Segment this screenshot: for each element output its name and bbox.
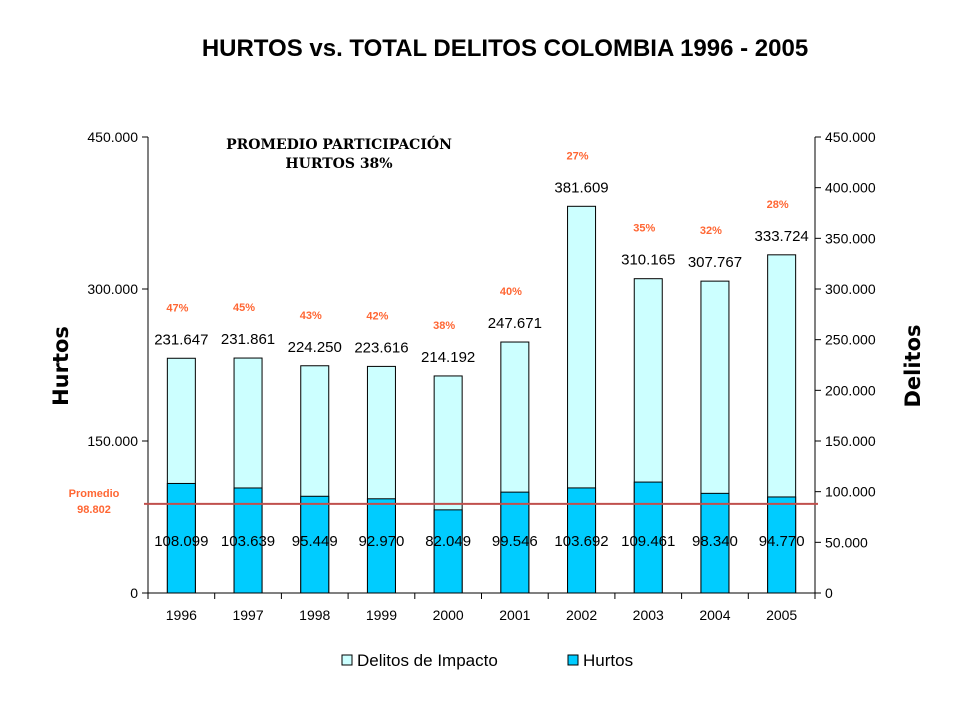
x-tick-label-2004: 2004	[699, 607, 730, 623]
percent-label-1999: 42%	[366, 310, 388, 322]
percent-label-2000: 38%	[433, 320, 455, 332]
y-tick-label-right-3: 150.000	[825, 433, 876, 449]
bar-hurtos-2001	[500, 491, 530, 594]
bar-hurtos-1996	[166, 482, 196, 594]
value-label-total-1997: 231.861	[221, 331, 275, 348]
y-axis-title-right: Delitos	[901, 324, 925, 407]
percent-label-2004: 32%	[700, 225, 722, 237]
value-label-total-2001: 247.671	[488, 315, 542, 332]
x-tick-label-1998: 1998	[299, 607, 330, 623]
participation-annotation: PROMEDIO PARTICIPACIÓN HURTOS 38%	[226, 135, 452, 172]
x-tick-label-1996: 1996	[166, 607, 197, 623]
percent-label-1998: 43%	[300, 310, 322, 322]
average-label-2: 98.802	[77, 504, 111, 516]
value-label-hurtos-1996: 108.099	[154, 533, 208, 550]
bar-hurtos-2003	[633, 481, 663, 594]
annotation-line-1: PROMEDIO PARTICIPACIÓN	[226, 135, 452, 153]
x-tick-label-1997: 1997	[232, 607, 263, 623]
percent-label-2003: 35%	[633, 223, 655, 235]
value-label-total-1999: 223.616	[354, 339, 408, 356]
y-tick-label-right-9: 450.000	[825, 129, 876, 145]
y-tick-label-left-1: 150.000	[87, 433, 138, 449]
value-label-total-1998: 224.250	[288, 339, 342, 356]
bar-hurtos-1997	[233, 487, 263, 594]
y-tick-label-right-5: 250.000	[825, 332, 876, 348]
average-label-1: Promedio	[69, 488, 120, 500]
value-label-total-1996: 231.647	[154, 331, 208, 348]
legend: Delitos de Impacto Hurtos	[341, 651, 633, 670]
y-tick-label-right-2: 100.000	[825, 484, 876, 500]
value-label-hurtos-2000: 82.049	[425, 533, 471, 550]
value-label-total-2000: 214.192	[421, 349, 475, 366]
y-tick-label-right-7: 350.000	[825, 230, 876, 246]
percent-label-2002: 27%	[567, 150, 589, 162]
value-label-total-2003: 310.165	[621, 252, 675, 269]
legend-swatch-delitos	[341, 654, 353, 666]
y-axis-title-left: Hurtos	[49, 326, 73, 406]
value-label-hurtos-2003: 109.461	[621, 533, 675, 550]
value-label-total-2004: 307.767	[688, 254, 742, 271]
value-label-hurtos-2005: 94.770	[759, 533, 805, 550]
y-tick-label-right-4: 200.000	[825, 382, 876, 398]
bar-hurtos-2000	[433, 509, 463, 594]
value-label-hurtos-1999: 92.970	[359, 533, 405, 550]
value-label-total-2002: 381.609	[554, 179, 608, 196]
average-marker: Promedio 98.802	[69, 488, 818, 516]
labels-layer: 1996 231.647 47% 108.099 1997 231.861 45% 103.6…	[87, 129, 875, 623]
x-tick-label-2001: 2001	[499, 607, 530, 623]
percent-label-2001: 40%	[500, 286, 522, 298]
x-tick-label-2003: 2003	[633, 607, 664, 623]
chart-title: HURTOS vs. TOTAL DELITOS COLOMBIA 1996 -…	[202, 35, 808, 62]
bar-hurtos-1998	[300, 495, 330, 594]
bar-hurtos-2005	[767, 496, 797, 594]
value-label-hurtos-2002: 103.692	[554, 533, 608, 550]
value-label-hurtos-1997: 103.639	[221, 533, 275, 550]
value-label-total-2005: 333.724	[755, 228, 809, 245]
y-tick-label-right-8: 400.000	[825, 180, 876, 196]
y-tick-label-right-6: 300.000	[825, 281, 876, 297]
value-label-hurtos-1998: 95.449	[292, 533, 338, 550]
percent-label-1996: 47%	[166, 302, 188, 314]
bar-hurtos-1999	[366, 498, 396, 594]
value-label-hurtos-2004: 98.340	[692, 533, 738, 550]
axes-layer	[142, 136, 821, 599]
bars-layer	[166, 205, 797, 594]
legend-label-delitos: Delitos de Impacto	[357, 651, 498, 670]
bar-hurtos-2002	[567, 487, 597, 594]
x-tick-label-2005: 2005	[766, 607, 797, 623]
bar-hurtos-2004	[700, 492, 730, 594]
x-tick-label-2002: 2002	[566, 607, 597, 623]
y-tick-label-left-2: 300.000	[87, 281, 138, 297]
x-tick-label-1999: 1999	[366, 607, 397, 623]
y-tick-label-left-0: 0	[130, 585, 138, 601]
y-tick-label-right-1: 50.000	[825, 534, 868, 550]
value-label-hurtos-2001: 99.546	[492, 533, 538, 550]
annotation-line-2: HURTOS 38%	[285, 156, 392, 172]
x-tick-label-2000: 2000	[433, 607, 464, 623]
y-tick-label-left-3: 450.000	[87, 129, 138, 145]
y-tick-label-right-0: 0	[825, 585, 833, 601]
legend-swatch-hurtos	[567, 654, 579, 666]
percent-label-2005: 28%	[767, 199, 789, 211]
legend-label-hurtos: Hurtos	[583, 651, 633, 670]
percent-label-1997: 45%	[233, 302, 255, 314]
